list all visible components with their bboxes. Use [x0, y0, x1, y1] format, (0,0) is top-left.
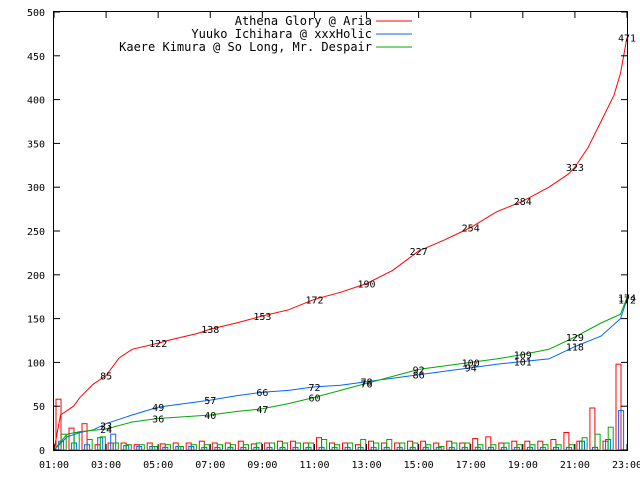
data-label-1-14: 66 — [256, 388, 268, 399]
cumulative-lines — [53, 37, 628, 451]
y-tick-label-0: 0 — [39, 446, 45, 457]
series-line-1 — [53, 299, 628, 451]
series-line-0 — [53, 37, 628, 451]
data-label-1-20: 118 — [566, 343, 584, 354]
data-label-2-22: 24 — [100, 425, 112, 436]
x-tick-label-1: 03:00 — [91, 460, 121, 471]
data-label-0-7: 254 — [462, 224, 480, 235]
data-label-1-18: 94 — [465, 364, 477, 375]
y-tick-label-1: 50 — [33, 402, 45, 413]
x-tick-label-0: 01:00 — [39, 460, 69, 471]
data-label-2-27: 76 — [360, 379, 372, 390]
data-label-0-6: 227 — [410, 247, 428, 258]
data-labels: 8512213815317219022725428432347123495766… — [100, 33, 636, 436]
y-tick-label-9: 450 — [27, 52, 45, 63]
data-label-2-26: 60 — [308, 393, 320, 404]
data-label-0-1: 122 — [149, 339, 167, 350]
data-label-1-17: 86 — [413, 371, 425, 382]
data-label-0-3: 153 — [253, 312, 271, 323]
y-tick-label-4: 200 — [27, 271, 45, 282]
data-label-0-0: 85 — [100, 372, 112, 383]
data-label-1-11: 23 — [100, 422, 112, 433]
x-tick-label-5: 11:00 — [299, 460, 329, 471]
data-label-2-25: 47 — [256, 405, 268, 416]
data-label-2-31: 129 — [566, 333, 584, 344]
series-line-2 — [53, 297, 628, 451]
data-label-1-12: 49 — [152, 403, 164, 414]
data-label-2-23: 36 — [152, 415, 164, 426]
x-tick-label-4: 09:00 — [247, 460, 277, 471]
plot-frame — [53, 11, 628, 451]
x-tick-label-3: 07:00 — [195, 460, 225, 471]
x-tick-label-8: 17:00 — [456, 460, 486, 471]
x-tick-label-11: 23:00 — [612, 460, 640, 471]
data-label-0-9: 323 — [566, 163, 584, 174]
axes: 0 50 100 150 200 250 300 350 400 450 500 01:00 03:00… — [27, 8, 640, 471]
y-tick-label-7: 350 — [27, 139, 45, 150]
data-label-2-29: 100 — [462, 358, 480, 369]
data-label-0-8: 284 — [514, 197, 532, 208]
data-label-0-4: 172 — [305, 295, 323, 306]
data-label-1-16: 78 — [360, 378, 372, 389]
data-label-0-5: 190 — [357, 280, 375, 291]
x-tick-label-2: 05:00 — [143, 460, 173, 471]
y-tick-label-8: 400 — [27, 96, 45, 107]
data-label-1-15: 72 — [308, 383, 320, 394]
x-tick-label-9: 19:00 — [508, 460, 538, 471]
x-tick-label-10: 21:00 — [560, 460, 590, 471]
y-tick-label-2: 100 — [27, 358, 45, 369]
data-label-1-19: 101 — [514, 358, 532, 369]
x-tick-label-6: 13:00 — [351, 460, 381, 471]
legend-label-2: Kaere Kimura @ So Long, Mr. Despair — [119, 40, 372, 54]
y-tick-label-6: 300 — [27, 183, 45, 194]
y-tick-label-10: 500 — [27, 8, 45, 19]
data-label-2-28: 92 — [413, 365, 425, 376]
y-tick-label-3: 150 — [27, 315, 45, 326]
data-label-1-13: 57 — [204, 396, 216, 407]
data-label-2-30: 109 — [514, 351, 532, 362]
y-tick-label-5: 250 — [27, 227, 45, 238]
legend-label-1: Yuuko Ichihara @ xxxHolic — [191, 27, 372, 41]
x-tick-label-7: 15:00 — [404, 460, 434, 471]
data-label-2-24: 40 — [204, 411, 216, 422]
legend-label-0: Athena Glory @ Aria — [235, 14, 372, 28]
data-label-0-2: 138 — [201, 325, 219, 336]
